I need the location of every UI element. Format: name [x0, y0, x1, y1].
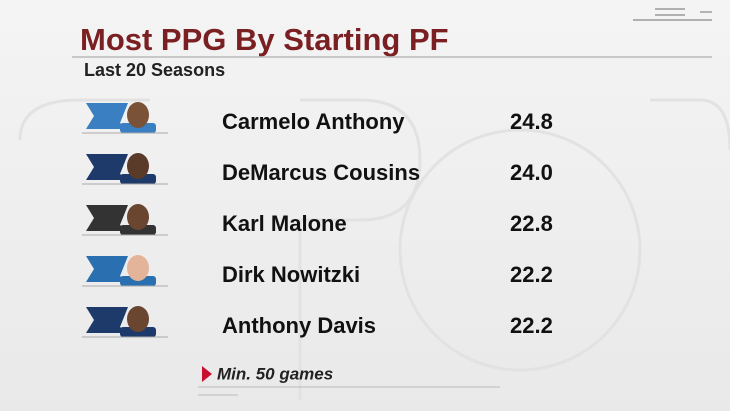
- row: DeMarcus Cousins 24.0: [82, 153, 553, 185]
- ppg-value: 24.8: [510, 109, 553, 134]
- player-name: Anthony Davis: [222, 313, 376, 338]
- row: Dirk Nowitzki 22.2: [82, 255, 553, 287]
- team-logo: [86, 307, 128, 333]
- ppg-value: 24.0: [510, 160, 553, 185]
- headshot: [127, 153, 149, 179]
- watermark: [18, 98, 730, 400]
- footnote-marker: [202, 366, 212, 382]
- headshot: [127, 102, 149, 128]
- player-name: Carmelo Anthony: [222, 109, 405, 134]
- rows: Carmelo Anthony 24.8 DeMarcus Cousins 24.0 K…: [82, 102, 553, 338]
- row: Anthony Davis 22.2: [82, 306, 553, 338]
- ppg-value: 22.2: [510, 262, 553, 287]
- ppg-value: 22.8: [510, 211, 553, 236]
- team-logo: [86, 103, 128, 129]
- player-name: Dirk Nowitzki: [222, 262, 360, 287]
- headshot: [127, 204, 149, 230]
- headshot: [127, 255, 149, 281]
- row: Karl Malone 22.8: [82, 204, 553, 236]
- player-name: Karl Malone: [222, 211, 347, 236]
- team-logo: [86, 205, 128, 231]
- headshot: [127, 306, 149, 332]
- subtitle: Last 20 Seasons: [84, 60, 225, 80]
- team-logo: [86, 154, 128, 180]
- ppg-value: 22.2: [510, 313, 553, 338]
- team-logo: [86, 256, 128, 282]
- player-name: DeMarcus Cousins: [222, 160, 420, 185]
- menu-icon: [633, 8, 712, 21]
- footnote: Min. 50 games: [217, 364, 333, 383]
- row: Carmelo Anthony 24.8: [82, 102, 553, 134]
- title: Most PPG By Starting PF: [80, 22, 449, 57]
